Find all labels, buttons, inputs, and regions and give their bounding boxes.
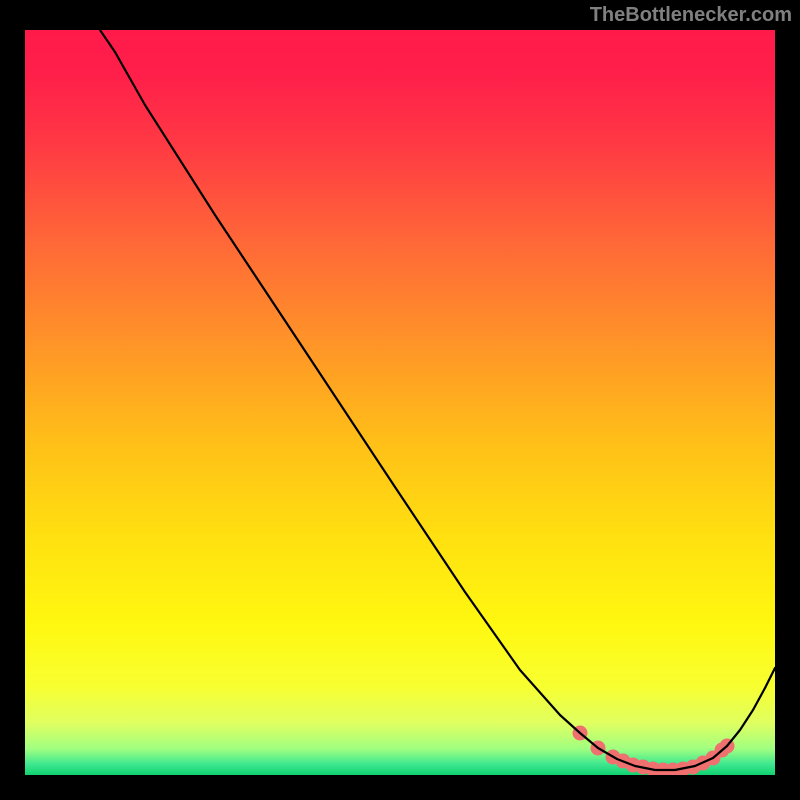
plot-area — [25, 30, 775, 775]
curve-layer — [25, 30, 775, 775]
attribution-label: TheBottlenecker.com — [590, 4, 792, 27]
curve-line — [100, 30, 775, 770]
chart-container: TheBottlenecker.com — [0, 0, 800, 800]
markers-group — [573, 726, 735, 776]
